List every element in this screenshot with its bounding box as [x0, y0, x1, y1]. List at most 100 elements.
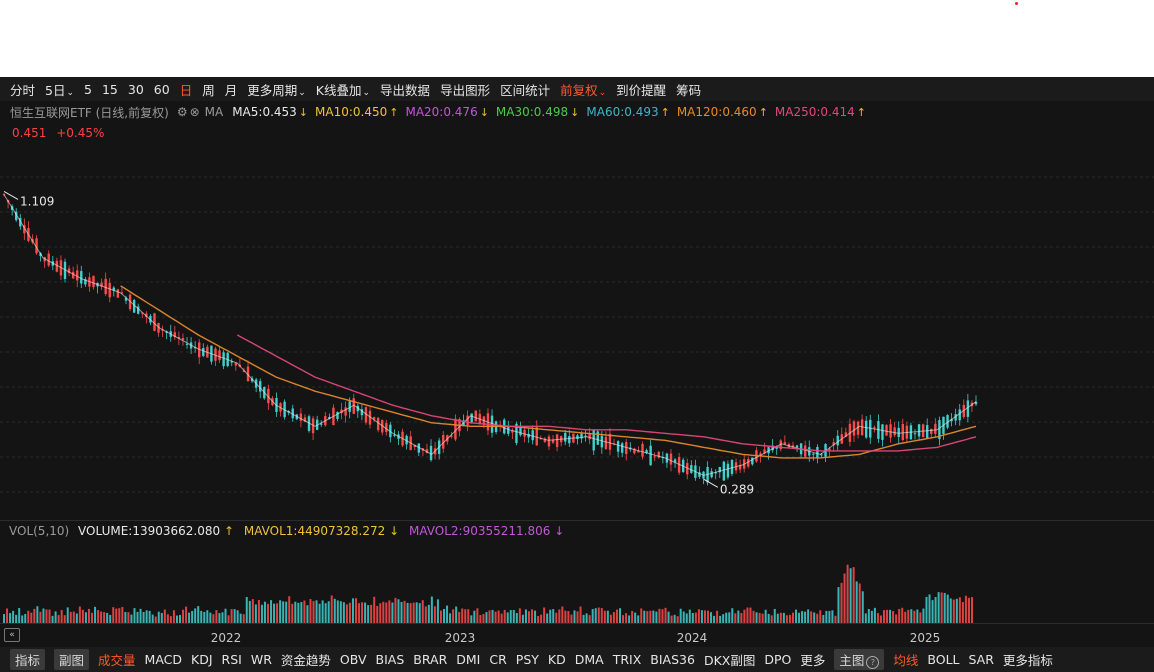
collapse-left-icon[interactable]: « — [4, 628, 20, 642]
toolbar-item-8[interactable]: 月 — [224, 82, 238, 98]
toolbar-item-7[interactable]: 周 — [202, 82, 215, 98]
toolbar-item-10[interactable]: K线叠加⌄ — [315, 82, 371, 98]
indicator-item-20[interactable]: 更多 — [800, 653, 826, 668]
volume-bar — [861, 591, 864, 623]
annotation-pointer — [3, 190, 19, 200]
indicator-item-19[interactable]: DPO — [764, 652, 792, 667]
volume-bar — [916, 609, 919, 623]
volume-bar — [303, 600, 306, 623]
indicator-item-1[interactable]: 副图 — [54, 649, 90, 670]
volume-chart[interactable] — [0, 539, 1154, 623]
toolbar-item-12[interactable]: 导出图形 — [440, 82, 491, 98]
candle-body — [348, 401, 351, 412]
volume-bar — [251, 599, 254, 623]
volume-bar — [491, 609, 494, 623]
volume-bar — [182, 609, 185, 623]
indicator-item-10[interactable]: BRAR — [413, 652, 448, 667]
toolbar-item-2[interactable]: 5 — [84, 81, 92, 97]
indicator-item-17[interactable]: BIAS36 — [650, 652, 695, 667]
indicator-item-3[interactable]: MACD — [144, 652, 183, 667]
indicator-item-21[interactable]: 主图? — [834, 649, 885, 670]
indicator-item-24[interactable]: SAR — [968, 652, 994, 667]
toolbar-item-14[interactable]: 前复权⌄ — [560, 82, 607, 98]
volume-bar — [749, 607, 752, 623]
volume-bar — [895, 614, 898, 623]
volume-bar — [546, 613, 549, 623]
toolbar-item-0[interactable]: 分时 — [10, 82, 36, 98]
toolbar-item-1[interactable]: 5日⌄ — [45, 82, 75, 98]
volume-bar — [221, 612, 224, 623]
toolbar-item-3[interactable]: 15 — [101, 81, 118, 97]
volume-bar — [707, 610, 709, 623]
candle-body — [267, 388, 270, 404]
indicator-item-7[interactable]: 资金趋势 — [280, 653, 331, 668]
volume-bar — [628, 615, 631, 623]
volume-bar — [898, 609, 901, 623]
volume-bar — [667, 611, 670, 623]
help-icon[interactable]: ? — [866, 656, 880, 669]
volume-bar — [6, 608, 9, 623]
toolbar-item-5[interactable]: 60 — [153, 81, 170, 97]
candle-body — [767, 447, 770, 454]
indicator-item-22[interactable]: 均线 — [893, 653, 919, 668]
toolbar-item-6[interactable]: 日 — [179, 82, 193, 98]
indicator-item-11[interactable]: DMI — [456, 652, 481, 667]
volume-bar — [233, 609, 236, 623]
candle-body — [852, 421, 856, 436]
indicator-item-18[interactable]: DKX副图 — [703, 653, 756, 668]
indicator-item-13[interactable]: PSY — [515, 652, 539, 667]
volume-bar — [358, 603, 361, 623]
volume-bar — [606, 610, 609, 623]
volume-bar — [855, 581, 858, 623]
volume-bar — [521, 614, 524, 623]
toolbar-item-15[interactable]: 到价提醒 — [616, 82, 667, 98]
volume-bar — [734, 613, 737, 623]
settings-gear-icon[interactable]: ⚙ — [176, 105, 188, 119]
indicator-item-6[interactable]: WR — [250, 652, 272, 667]
volume-bar — [245, 597, 248, 623]
ma-values: MA5:0.453 ↓ MA10:0.450 ↑ MA20:0.476 ↓ MA30:0.4… — [225, 105, 866, 119]
toolbar-item-16[interactable]: 筹码 — [676, 82, 702, 98]
volume-bar — [901, 607, 904, 623]
volume-bar — [922, 608, 925, 623]
indicator-item-16[interactable]: TRIX — [612, 652, 642, 667]
indicator-item-8[interactable]: OBV — [339, 652, 367, 667]
volume-bar — [801, 611, 804, 623]
candle-body — [568, 436, 571, 444]
candle-body — [580, 433, 583, 439]
ma-value-4: MA60:0.493 — [586, 105, 659, 119]
volume-bar — [461, 608, 464, 623]
indicator-item-0[interactable]: 指标 — [10, 649, 46, 670]
indicator-item-14[interactable]: KD — [547, 652, 566, 667]
candle-body — [649, 445, 652, 466]
volume-bar — [582, 614, 585, 623]
volume-bar — [115, 608, 118, 623]
close-circle-icon[interactable]: ⊗ — [189, 105, 200, 119]
candle-body — [934, 423, 937, 434]
candle-body — [291, 408, 294, 419]
indicator-item-4[interactable]: KDJ — [191, 652, 213, 667]
volume-bar — [455, 606, 458, 623]
toolbar-item-9[interactable]: 更多周期⌄ — [247, 82, 306, 98]
volume-bar — [634, 612, 637, 623]
annotation-pointer — [703, 478, 719, 488]
candle-body — [19, 217, 22, 227]
volume-bar — [273, 603, 276, 623]
indicator-item-25[interactable]: 更多指标 — [1002, 653, 1053, 668]
indicator-item-2[interactable]: 成交量 — [98, 653, 136, 668]
indicator-item-12[interactable]: CR — [489, 652, 507, 667]
toolbar-item-13[interactable]: 区间统计 — [500, 82, 551, 98]
price-chart[interactable]: 1.109 0.289 — [0, 153, 1154, 519]
indicator-item-23[interactable]: BOLL — [927, 652, 960, 667]
candle-body — [657, 452, 660, 458]
volume-bar — [288, 596, 291, 623]
volume-bar — [958, 597, 961, 623]
indicator-item-9[interactable]: BIAS — [375, 652, 405, 667]
indicator-item-15[interactable]: DMA — [574, 652, 604, 667]
indicator-item-5[interactable]: RSI — [221, 652, 242, 667]
ma-arrow-4: ↑ — [660, 106, 670, 119]
toolbar-item-4[interactable]: 30 — [127, 81, 144, 97]
candle-body — [588, 433, 591, 440]
toolbar-item-11[interactable]: 导出数据 — [380, 82, 431, 98]
candle-body — [299, 413, 303, 421]
